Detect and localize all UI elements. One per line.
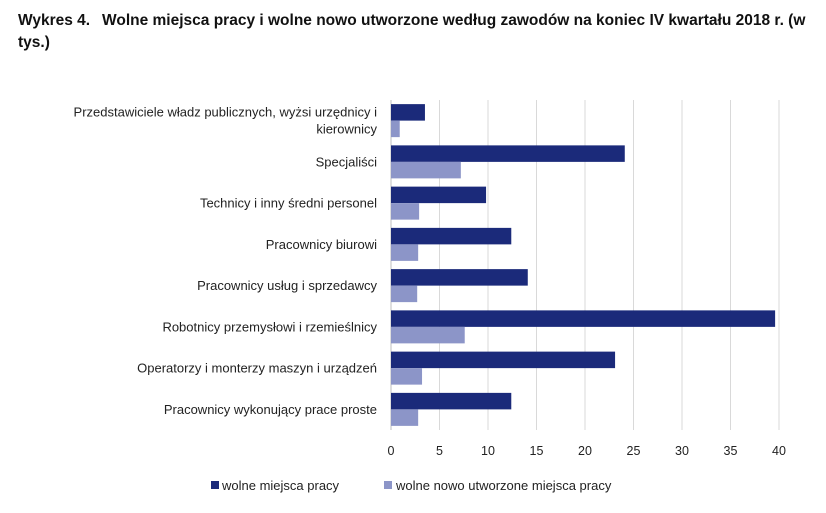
bar-nowo-utworzone	[391, 285, 418, 303]
bar-wolne-miejsca	[391, 145, 625, 162]
bar-nowo-utworzone	[391, 161, 461, 179]
category-label: Pracownicy biurowi	[266, 237, 377, 252]
bar-wolne-miejsca	[391, 227, 512, 245]
legend-swatch	[211, 481, 219, 489]
x-tick-label: 5	[436, 444, 443, 458]
category-label: Specjaliści	[316, 154, 378, 169]
chart-title-prefix: Wykres 4.	[18, 12, 91, 29]
bar-nowo-utworzone	[391, 203, 420, 220]
category-label: Pracownicy wykonujący prace proste	[164, 402, 377, 417]
legend-label: wolne miejsca pracy	[221, 478, 340, 493]
bar-nowo-utworzone	[391, 368, 423, 385]
bar-nowo-utworzone	[391, 326, 465, 344]
category-labels: Przedstawiciele władz publicznych, wyżsi…	[74, 105, 378, 417]
category-label: Robotnicy przemysłowi i rzemieślnicy	[162, 319, 377, 334]
x-tick-label: 0	[388, 444, 395, 458]
bars	[391, 104, 776, 426]
category-label: Technicy i inny średni personel	[200, 196, 377, 211]
chart-title: Wykres 4. Wolne miejsca pracy i wolne now…	[18, 10, 818, 54]
category-label: Przedstawiciele władz publicznych, wyżsi…	[74, 105, 378, 120]
x-tick-label: 25	[627, 444, 641, 458]
bar-nowo-utworzone	[391, 409, 419, 426]
legend: wolne miejsca pracy wolne nowo utworzone …	[211, 478, 612, 493]
bar-nowo-utworzone	[391, 120, 400, 138]
x-tick-label: 15	[530, 444, 544, 458]
bar-wolne-miejsca	[391, 392, 512, 410]
legend-label: wolne nowo utworzone miejsca pracy	[395, 478, 612, 493]
x-tick-label: 35	[724, 444, 738, 458]
legend-swatch	[384, 481, 392, 489]
bar-wolne-miejsca	[391, 104, 425, 121]
x-tick-labels: 0 5 10 15 20 25 30 35 40	[388, 444, 786, 458]
x-tick-label: 10	[481, 444, 495, 458]
chart-title-text: Wolne miejsca pracy i wolne nowo utworzo…	[18, 12, 806, 51]
bar-wolne-miejsca	[391, 186, 487, 204]
bar-wolne-miejsca	[391, 310, 776, 327]
x-tick-label: 40	[772, 444, 786, 458]
category-label: kierownicy	[316, 122, 377, 137]
x-tick-label: 30	[675, 444, 689, 458]
bar-nowo-utworzone	[391, 244, 419, 261]
bar-wolne-miejsca	[391, 351, 616, 369]
category-label: Operatorzy i monterzy maszyn i urządzeń	[137, 361, 377, 376]
category-label: Pracownicy usług i sprzedawcy	[197, 278, 377, 293]
bar-wolne-miejsca	[391, 269, 528, 286]
x-tick-label: 20	[578, 444, 592, 458]
